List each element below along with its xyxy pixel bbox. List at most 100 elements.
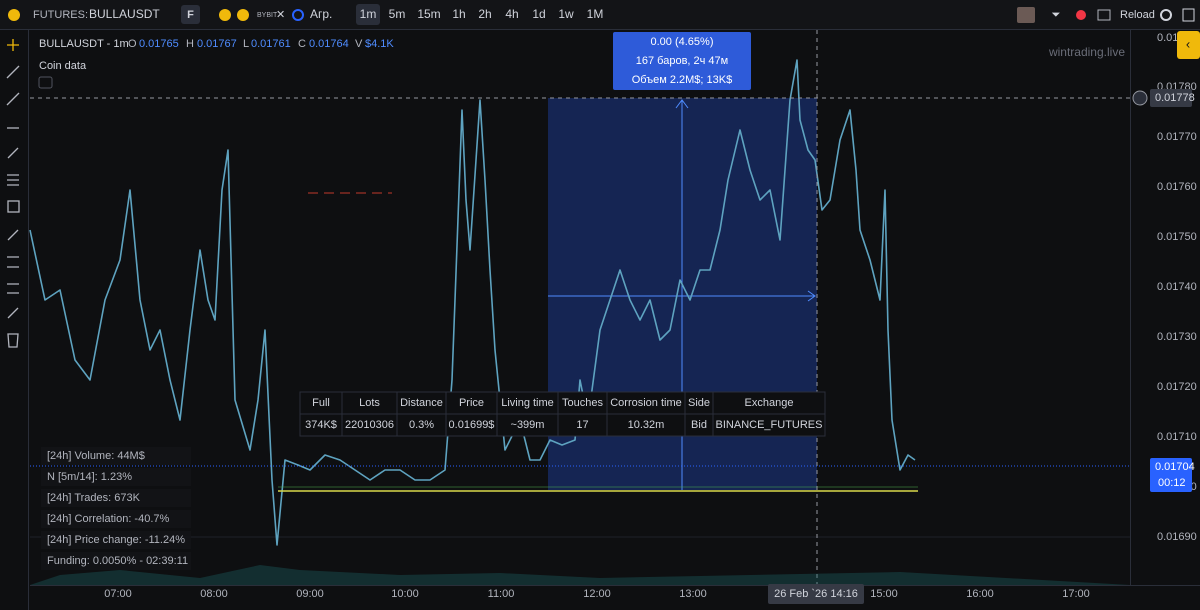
legend-value: 0.01764 [309, 38, 349, 50]
measure-bars: 167 баров, 2ч 47м [636, 55, 728, 67]
timeframes: 1m 5m 15m 1h 2h 4h 1d 1w 1M [360, 7, 604, 21]
timeframe[interactable]: 1M [587, 7, 604, 21]
line-tool[interactable] [6, 92, 20, 106]
price-label: 0.01760 [1157, 181, 1197, 193]
reload-button[interactable]: Reload [1120, 9, 1155, 21]
stat: [24h] Trades: 673K [47, 492, 141, 504]
avatar[interactable] [1017, 7, 1035, 23]
stats-panel: [24h] Volume: 44M$ N [5m/14]: 1.23% [24h] … [41, 447, 191, 570]
aggregate-icon[interactable] [292, 9, 304, 21]
timeframe[interactable]: 15m [417, 7, 440, 21]
stat: [24h] Price change: -11.24% [47, 534, 185, 546]
measure-volume: Объем 2.2M$; 13K$ [632, 74, 732, 86]
mode[interactable]: F [187, 9, 194, 21]
time-label: 11:00 [488, 588, 515, 600]
measure-change: 0.00 (4.65%) [651, 36, 714, 48]
table-text: 0.3% [409, 419, 434, 431]
timeframe[interactable]: 2h [478, 7, 491, 21]
add-alert[interactable] [1132, 90, 1148, 106]
exchange-icon[interactable] [237, 9, 249, 21]
timeframe[interactable]: 4h [505, 7, 518, 21]
ruler-tool[interactable] [7, 229, 19, 241]
side-panel-toggle[interactable]: ‹ [1186, 36, 1190, 51]
table-text: Lots [359, 397, 380, 409]
time-label: 17:00 [1062, 588, 1090, 600]
aggregate[interactable]: Агр. [310, 7, 332, 21]
stat: [24h] Correlation: -40.7% [47, 513, 170, 525]
legend-symbol: BULLAUSDT - 1m [39, 38, 129, 50]
eraser-tool[interactable] [7, 307, 19, 319]
crosshair-tool[interactable] [7, 39, 19, 51]
side-panel-toggle[interactable] [1177, 31, 1200, 59]
channel-tool[interactable] [7, 174, 19, 186]
time-label: 13:00 [679, 588, 707, 600]
brush-tool[interactable] [6, 65, 20, 79]
table-text: BINANCE_FUTURES [716, 419, 823, 431]
stat: N [5m/14]: 1.23% [47, 471, 132, 483]
timeframe[interactable]: 5m [389, 7, 406, 21]
mode-button[interactable] [181, 5, 200, 24]
timeframe[interactable]: 1h [452, 7, 465, 21]
time-label: 12:00 [583, 588, 611, 600]
crosshair-price: 0.01778 [1155, 92, 1195, 104]
market-label: FUTURES: [33, 9, 88, 21]
range-tool[interactable] [7, 283, 19, 294]
timeframe[interactable]: 1m [360, 7, 377, 21]
symbol[interactable]: BULLAUSDT [89, 7, 160, 21]
trash-tool[interactable] [7, 333, 19, 348]
range-tool[interactable] [7, 256, 19, 268]
table-text: ~399m [511, 419, 545, 431]
price-label: 0.01720 [1157, 381, 1197, 393]
timeframe[interactable]: 1w [558, 7, 574, 21]
stat-background [41, 447, 191, 465]
legend-label: H [186, 38, 194, 50]
table-text: 10.32m [628, 419, 665, 431]
ray-tool[interactable] [7, 147, 19, 159]
stat-background [41, 510, 191, 528]
stats-button[interactable] [1097, 9, 1111, 21]
filter-button[interactable]: ⏷ [1052, 9, 1061, 21]
exchange-icon[interactable]: BYBIT [257, 12, 278, 19]
layout-button[interactable] [1182, 8, 1195, 22]
measure-label [613, 32, 751, 90]
watermark: wintrading.live [1048, 45, 1125, 59]
table-text: 22010306 [345, 419, 394, 431]
table-text: Touches [562, 397, 603, 409]
stat-background [41, 531, 191, 549]
time-label: 16:00 [966, 588, 994, 600]
table-text: Living time [501, 397, 554, 409]
orderbook-table: Full Lots Distance Price Living time Touches C… [299, 391, 826, 437]
settings-button[interactable] [1160, 9, 1172, 21]
time-label: 08:00 [200, 588, 228, 600]
table-text: Distance [400, 397, 443, 409]
legend-label: V [355, 38, 363, 50]
legend-value: 0.01767 [197, 38, 237, 50]
table-text: 374K$ [305, 419, 337, 431]
collapse-button[interactable] [38, 76, 53, 89]
rect-tool[interactable] [7, 200, 20, 213]
legend-value: 0.01761 [251, 38, 291, 50]
alert-button[interactable] [1076, 10, 1086, 20]
table-cell [712, 413, 826, 437]
timeframe[interactable]: 1d [532, 7, 545, 21]
last-price: 0.01704 [1155, 461, 1195, 473]
price-label: 0.01710 [1157, 431, 1197, 443]
stat-background [41, 552, 191, 570]
exchange-icon[interactable] [219, 9, 231, 21]
table-text: Exchange [745, 397, 794, 409]
price-label: 0.01770 [1157, 131, 1197, 143]
active-timeframe [356, 4, 380, 25]
crosshair-price-label [1150, 89, 1192, 107]
exchange-icon[interactable]: ✕ [276, 9, 285, 21]
coin-data[interactable]: Coin data [39, 60, 87, 72]
drawing-tools[interactable] [6, 39, 20, 348]
stat: [24h] Volume: 44M$ [47, 450, 145, 462]
time-axis: 07:00 08:00 09:00 10:00 11:00 12:00 13:00 15:00… [104, 588, 1090, 600]
stat-background [41, 489, 191, 507]
time-label: 09:00 [296, 588, 324, 600]
table-text: Side [688, 397, 710, 409]
legend-label: O [128, 38, 137, 50]
coin-icon [8, 9, 20, 21]
